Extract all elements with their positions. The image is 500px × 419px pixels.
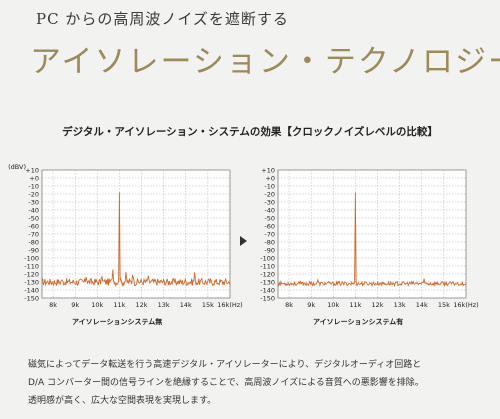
x-tick-label: 15k <box>438 301 450 309</box>
x-tick-label: 14k <box>416 301 428 309</box>
description-line: 透明感が高く、広大な空間表現を実現します。 <box>28 396 217 406</box>
x-tick-label: 11k <box>113 301 125 309</box>
y-tick-label: -130 <box>260 278 275 286</box>
chart-without-isolation: +10+0-10-20-30-40-50-60-70-80-90-100-110… <box>8 163 243 309</box>
y-tick-label: -90 <box>28 246 39 254</box>
y-tick-label: -20 <box>264 190 275 198</box>
x-tick-label: 9k <box>307 301 315 309</box>
y-tick-label: -140 <box>260 286 275 294</box>
y-tick-label: -120 <box>24 270 39 278</box>
y-tick-label: -10 <box>28 182 39 190</box>
chart-caption-without: アイソレーションシステム無 <box>72 318 163 326</box>
chart-section-title: デジタル・アイソレーション・システムの効果【クロックノイズレベルの比較】 <box>62 126 438 138</box>
y-tick-label: -40 <box>28 206 39 214</box>
y-tick-label: -70 <box>28 230 39 238</box>
y-tick-label: +10 <box>261 166 275 174</box>
y-tick-label: -80 <box>264 238 275 246</box>
y-tick-label: -110 <box>260 262 275 270</box>
x-tick-label: 13k <box>394 301 406 309</box>
y-tick-label: -70 <box>264 230 275 238</box>
y-tick-label: -60 <box>28 222 39 230</box>
chart-with-isolation: +10+0-10-20-30-40-50-60-70-80-90-100-110… <box>260 166 478 309</box>
description-line: 磁気によってデータ転送を行う高速デジタル・アイソレーターにより、デジタルオーディ… <box>28 360 422 370</box>
x-tick-label: 14k <box>180 301 192 309</box>
y-tick-label: -130 <box>24 278 39 286</box>
y-tick-label: -100 <box>260 254 275 262</box>
spectrum-charts: +10+0-10-20-30-40-50-60-70-80-90-100-110… <box>8 163 479 309</box>
spectrum-trace <box>41 192 231 288</box>
y-tick-label: -20 <box>28 190 39 198</box>
y-tick-label: +10 <box>25 166 39 174</box>
x-tick-label: 9k <box>71 301 79 309</box>
y-tick-label: -80 <box>28 238 39 246</box>
y-tick-label: -50 <box>264 214 275 222</box>
x-tick-label: 12k <box>372 301 384 309</box>
x-tick-label: 13k <box>158 301 170 309</box>
y-tick-label: -30 <box>28 198 39 206</box>
x-tick-label: 12k <box>136 301 148 309</box>
y-tick-label: -100 <box>24 254 39 262</box>
x-tick-label: 16k(Hz) <box>453 301 478 309</box>
y-axis-label: (dBV) <box>8 163 26 171</box>
y-tick-label: -150 <box>24 294 39 302</box>
y-tick-label: +0 <box>265 174 275 182</box>
y-tick-label: -30 <box>264 198 275 206</box>
x-tick-label: 15k <box>202 301 214 309</box>
arrow-right-icon <box>240 236 247 246</box>
description-line: D/A コンバーター間の信号ラインを絶縁することで、高周波ノイズによる音質への悪… <box>28 378 424 388</box>
x-tick-label: 11k <box>349 301 361 309</box>
x-tick-label: 16k(Hz) <box>217 301 242 309</box>
y-tick-label: -50 <box>28 214 39 222</box>
y-tick-label: -60 <box>264 222 275 230</box>
x-tick-label: 8k <box>285 301 293 309</box>
y-tick-label: -10 <box>264 182 275 190</box>
y-tick-label: -90 <box>264 246 275 254</box>
spectrum-trace <box>277 192 467 288</box>
y-tick-label: -40 <box>264 206 275 214</box>
x-tick-label: 8k <box>49 301 57 309</box>
x-tick-label: 10k <box>327 301 339 309</box>
y-tick-label: -120 <box>260 270 275 278</box>
y-tick-label: +0 <box>29 174 39 182</box>
x-tick-label: 10k <box>91 301 103 309</box>
y-tick-label: -140 <box>24 286 39 294</box>
chart-caption-with: アイソレーションシステム有 <box>313 318 404 326</box>
headline: アイソレーション・テクノロジー <box>30 44 500 80</box>
y-tick-label: -150 <box>260 294 275 302</box>
subtitle: PC からの高周波ノイズを遮断する <box>36 10 289 28</box>
description: 磁気によってデータ転送を行う高速デジタル・アイソレーターにより、デジタルオーディ… <box>28 356 488 410</box>
y-tick-label: -110 <box>24 262 39 270</box>
